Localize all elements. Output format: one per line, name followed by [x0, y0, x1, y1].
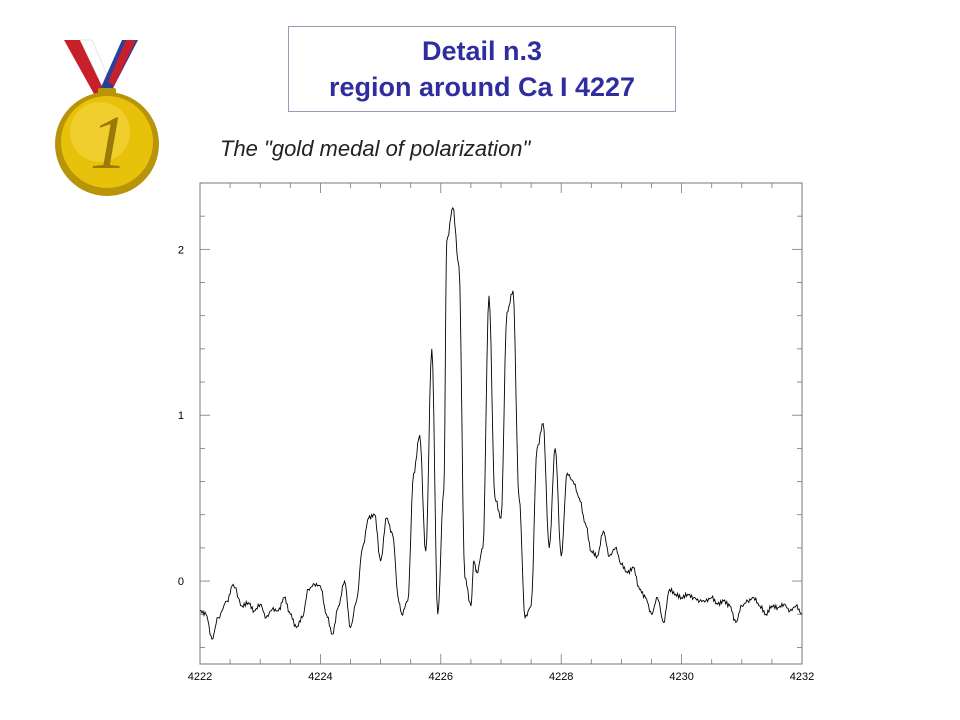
x-tick-label: 4226	[429, 671, 453, 683]
x-tick-label: 4232	[790, 671, 814, 683]
y-tick-label: 1	[178, 410, 184, 422]
title-line-1: Detail n.3	[421, 36, 543, 66]
y-tick-label: 0	[178, 576, 184, 588]
title-line-2: region around Ca I 4227	[328, 72, 636, 102]
y-tick-label: 2	[178, 244, 184, 256]
x-tick-label: 4222	[188, 671, 212, 683]
x-tick-label: 4224	[308, 671, 332, 683]
x-tick-label: 4230	[669, 671, 693, 683]
plot-frame	[199, 182, 803, 665]
series-line	[199, 206, 803, 640]
ribbon-left	[64, 40, 106, 94]
medal-number: 1	[90, 101, 128, 185]
chart-subtitle: The "gold medal of polarization"	[220, 136, 531, 161]
x-tick-label: 4228	[549, 671, 573, 683]
gold-medal-icon: 1	[55, 39, 159, 196]
title-box: Detail n.3 region around Ca I 4227	[288, 26, 676, 112]
